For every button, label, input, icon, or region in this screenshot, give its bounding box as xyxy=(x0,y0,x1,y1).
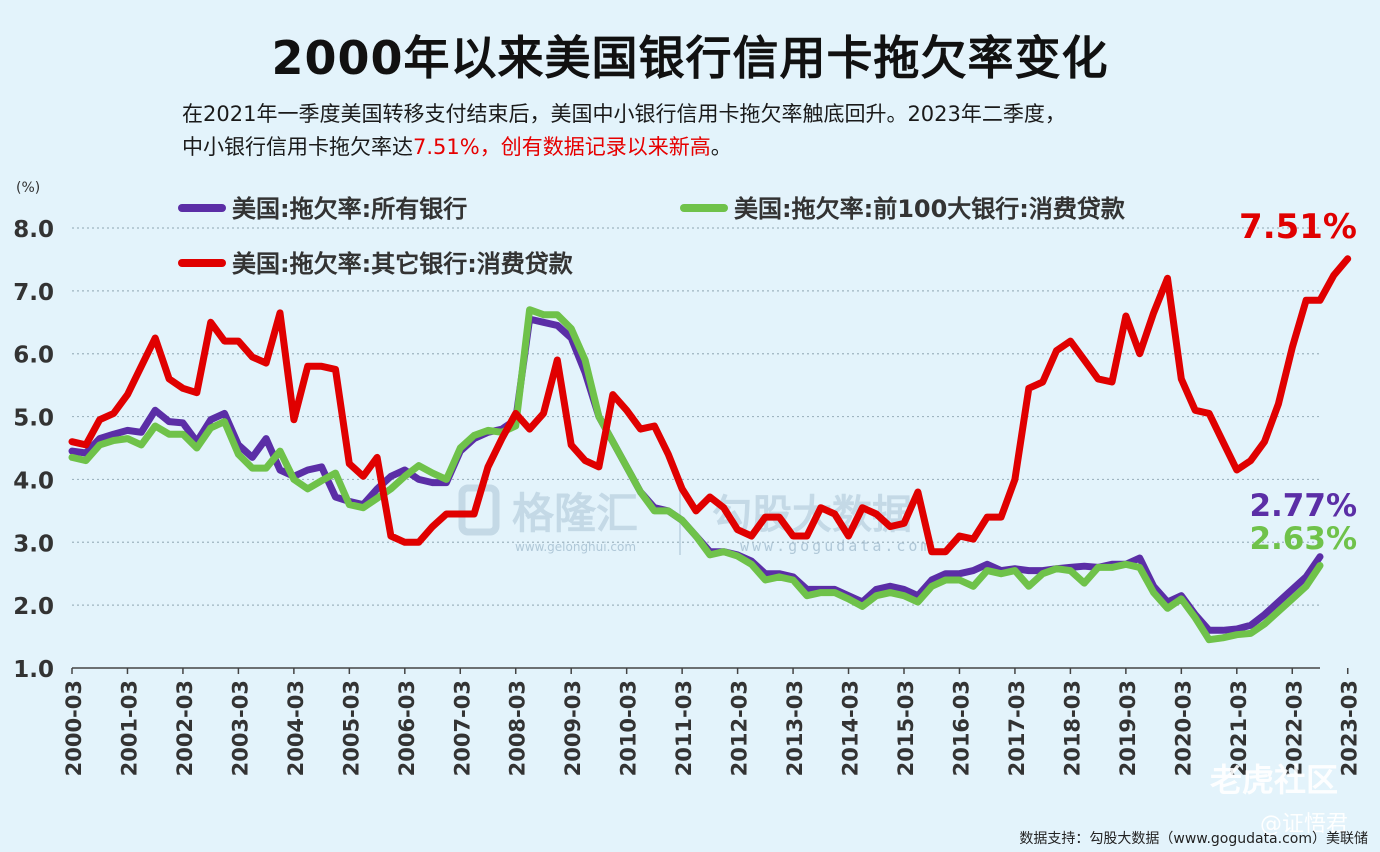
end-value-label: 2.77% xyxy=(1249,488,1357,524)
x-tick-label: 2001-03 xyxy=(117,680,141,776)
x-tick-label: 2020-03 xyxy=(1171,680,1195,776)
end-value-label: 7.51% xyxy=(1239,207,1357,247)
subtitle-line-1: 在2021年一季度美国转移支付结束后，美国中小银行信用卡拖欠率触底回升。2023… xyxy=(182,102,1066,126)
x-tick-label: 2023-03 xyxy=(1338,680,1362,776)
x-tick-label: 2021-03 xyxy=(1227,680,1251,776)
y-tick-label: 5.0 xyxy=(13,406,54,432)
y-tick-label: 8.0 xyxy=(13,217,54,243)
x-tick-label: 2004-03 xyxy=(284,680,308,776)
x-tick-label: 2014-03 xyxy=(839,680,863,776)
axes: 8.0 7.0 6.0 5.0 4.0 3.0 2.0 1.0 (%) 2000-03 2001-0… xyxy=(13,180,1361,776)
y-tick-label: 3.0 xyxy=(13,531,54,557)
x-tick-label: 2011-03 xyxy=(672,680,696,776)
chart-title: 2000年以来美国银行信用卡拖欠率变化 xyxy=(271,31,1109,85)
x-tick-label: 2010-03 xyxy=(617,680,641,776)
end-labels: 2.77%2.63% 7.51% xyxy=(1239,207,1357,557)
subtitle-line-2-prefix: 中小银行信用卡拖欠率达 xyxy=(182,135,413,159)
x-tick-label: 2016-03 xyxy=(949,680,973,776)
series xyxy=(68,255,1352,644)
grid xyxy=(72,227,1320,606)
x-tick-label: 2009-03 xyxy=(561,680,585,776)
y-axis-unit: (%) xyxy=(16,180,40,196)
y-tick-label: 2.0 xyxy=(13,594,54,620)
x-tick-label: 2005-03 xyxy=(339,680,363,776)
x-tick-label: 2006-03 xyxy=(395,680,419,776)
x-tick-label: 2002-03 xyxy=(173,680,197,776)
x-tick-label: 2018-03 xyxy=(1060,680,1084,776)
data-source-footer: 数据支持：勾股大数据（www.gogudata.com）美联储 xyxy=(1019,831,1368,847)
subtitle-line-2-suffix: 。 xyxy=(710,135,732,159)
x-tick-label: 2000-03 xyxy=(62,680,86,776)
gogu-url: www.gogudata.com xyxy=(740,537,933,555)
x-tick-label: 2022-03 xyxy=(1282,680,1306,776)
x-tick-label: 2012-03 xyxy=(728,680,752,776)
x-tick-label: 2007-03 xyxy=(450,680,474,776)
subtitle-line-2: 中小银行信用卡拖欠率达7.51%，创有数据记录以来新高。 xyxy=(182,131,1242,164)
x-tick-label: 2003-03 xyxy=(228,680,252,776)
y-tick-label: 7.0 xyxy=(13,280,54,306)
end-value-label: 2.63% xyxy=(1249,521,1357,557)
gelonghui-watermark: 格隆汇 www.gelonghui.com 勾股大数据 www.gogudata… xyxy=(458,482,933,555)
series-line-2 xyxy=(68,306,1324,644)
legend-label: 美国:拖欠率:所有银行 xyxy=(232,195,467,223)
chart-subtitle: 在2021年一季度美国转移支付结束后，美国中小银行信用卡拖欠率触底回升。2023… xyxy=(182,98,1242,164)
tiger-community-watermark: 老虎社区 xyxy=(1210,761,1339,799)
legend: 美国:拖欠率:所有银行 美国:拖欠率:前100大银行:消费贷款美国:拖欠率:其它银… xyxy=(178,195,1126,278)
x-tick-label: 2019-03 xyxy=(1116,680,1140,776)
legend-label: 美国:拖欠率:前100大银行:消费贷款 xyxy=(734,195,1126,223)
legend-label: 美国:拖欠率:其它银行:消费贷款 xyxy=(232,250,574,278)
series-line-1 xyxy=(68,315,1324,634)
x-tick-label: 2017-03 xyxy=(1005,680,1029,776)
y-tick-label: 4.0 xyxy=(13,468,54,494)
gelonghui-url: www.gelonghui.com xyxy=(515,540,636,554)
x-tick-label: 2013-03 xyxy=(783,680,807,776)
series-line-3 xyxy=(68,255,1352,556)
gelonghui-text: 格隆汇 xyxy=(512,489,638,538)
subtitle-highlight: 7.51%，创有数据记录以来新高 xyxy=(413,135,711,159)
watermark-layer: 格隆汇 www.gelonghui.com 勾股大数据 www.gogudata… xyxy=(458,482,933,555)
author-watermark: @证悟君 xyxy=(1260,812,1349,837)
x-tick-label: 2015-03 xyxy=(894,680,918,776)
y-tick-label: 1.0 xyxy=(13,657,54,683)
x-tick-label: 2008-03 xyxy=(506,680,530,776)
y-tick-label: 6.0 xyxy=(13,343,54,369)
